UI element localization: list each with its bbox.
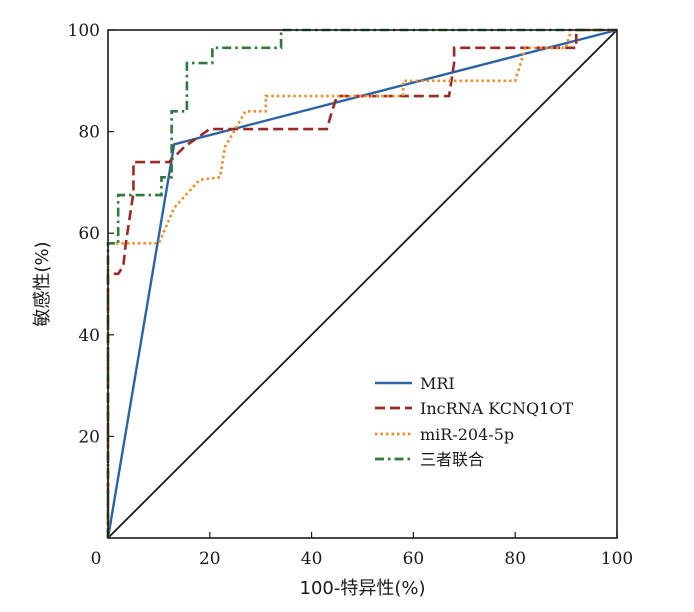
x-tick-label: 100	[601, 549, 633, 569]
series-line-3	[106, 28, 617, 538]
y-axis-title: 敏感性(%)	[32, 241, 53, 326]
x-tick-label: 80	[504, 549, 526, 569]
x-axis-title: 100-特异性(%)	[300, 578, 426, 599]
y-tick-label: 100	[68, 21, 100, 41]
y-tick-label: 20	[78, 427, 100, 447]
legend-label-3: miR-204-5p	[420, 425, 514, 444]
x-tick-label: 60	[403, 549, 425, 569]
y-tick-label: 40	[78, 326, 100, 346]
x-tick-label: 20	[199, 549, 221, 569]
x-tick-label: 0	[91, 549, 102, 569]
y-tick-label: 80	[78, 123, 100, 143]
series-line-4	[106, 28, 617, 538]
tick-labels: 0 20 40 60 80 100 20 40 60 80 100	[68, 21, 634, 569]
legend-label-1: MRI	[420, 374, 455, 393]
legend: MRI IncRNA KCNQ1OT miR-204-5p 三者联合	[375, 374, 573, 469]
legend-label-2: IncRNA KCNQ1OT	[420, 399, 573, 418]
axes	[107, 29, 618, 539]
plot-area	[106, 28, 618, 539]
diagonal-reference-line	[107, 29, 618, 539]
x-tick-label: 40	[301, 549, 323, 569]
series-line-2	[106, 28, 617, 538]
y-tick-label: 60	[78, 224, 100, 244]
legend-label-4: 三者联合	[420, 450, 484, 469]
plot-frame	[107, 29, 618, 539]
series-line-1	[106, 28, 618, 539]
